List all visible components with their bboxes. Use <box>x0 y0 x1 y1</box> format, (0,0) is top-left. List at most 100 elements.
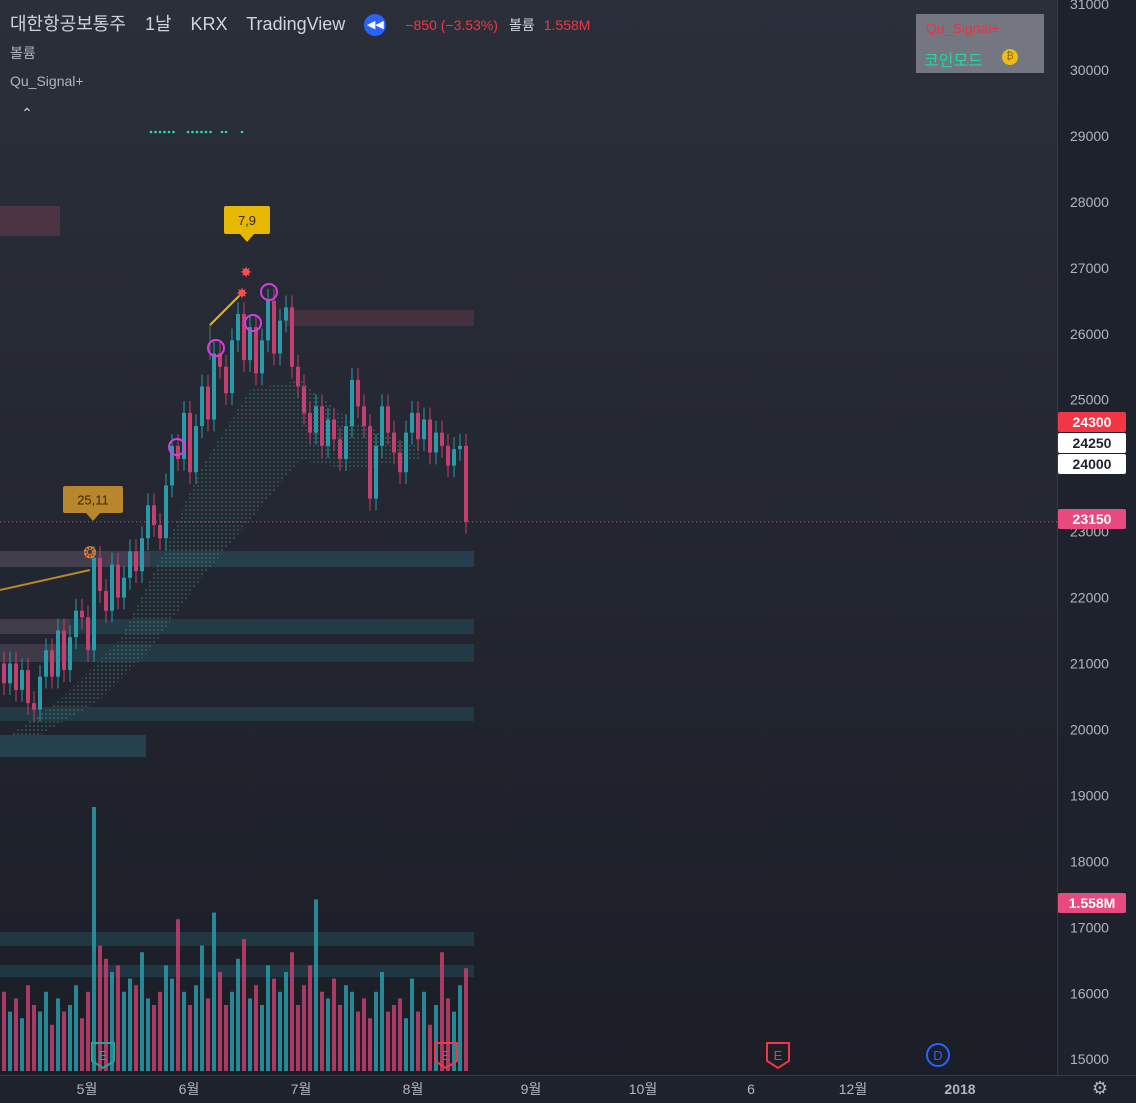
signal-line <box>209 291 244 326</box>
time-tick-label: 6 <box>747 1081 755 1097</box>
candle-body <box>134 551 138 572</box>
volume-bar <box>248 998 252 1071</box>
signal-badge-pointer <box>86 513 100 521</box>
time-tick-label: 12월 <box>839 1081 867 1097</box>
candle-body <box>50 650 54 677</box>
candle-body <box>8 663 12 684</box>
volume-bar <box>242 939 246 1071</box>
volume-bar <box>434 1005 438 1071</box>
sr-zone <box>0 551 150 567</box>
volume-bar <box>458 985 462 1071</box>
volume-bar <box>236 958 240 1071</box>
candle-body <box>392 432 396 453</box>
volume-pane-label[interactable]: 볼륨 <box>10 45 36 61</box>
signal-badge-label: 7,9 <box>238 213 256 228</box>
candle-body <box>446 445 450 466</box>
volume-bar <box>380 972 384 1071</box>
volume-bar <box>170 978 174 1071</box>
time-tick-label: 6월 <box>179 1081 200 1097</box>
candle-body <box>68 637 72 671</box>
signal-dot <box>154 130 157 134</box>
candle-body <box>128 551 132 578</box>
candle-body <box>188 412 192 473</box>
price-tick-label: 21000 <box>1070 656 1109 672</box>
interval-label[interactable]: 1날 <box>144 14 172 34</box>
volume-bar <box>314 899 318 1071</box>
price-tick-label: 17000 <box>1070 919 1109 935</box>
candle-body <box>230 340 234 394</box>
volume-bar <box>68 1005 72 1071</box>
indicator-pane-label[interactable]: Qu_Signal+ <box>10 73 84 89</box>
indicator-legend: Qu_Signal+ 코인모드 ₿ <box>916 14 1044 73</box>
volume-bar <box>326 998 330 1071</box>
candle-body <box>206 386 210 420</box>
candle-body <box>278 320 282 354</box>
candle-body <box>290 307 294 367</box>
candle-body <box>74 610 78 638</box>
volume-bar <box>74 985 78 1071</box>
candle-body <box>80 610 84 618</box>
price-tick-label: 19000 <box>1070 787 1109 803</box>
volume-bar <box>26 985 30 1071</box>
price-badge <box>1058 433 1126 453</box>
candle-body <box>464 445 468 522</box>
signal-dot <box>163 130 166 134</box>
candle-body <box>332 419 336 440</box>
candle-body <box>194 426 198 473</box>
price-tick-label: 31000 <box>1070 0 1109 12</box>
candle-body <box>200 386 204 427</box>
volume-bar <box>188 1005 192 1071</box>
volume-bar <box>98 945 102 1071</box>
price-tick-label: 26000 <box>1070 326 1109 342</box>
candle-body <box>356 379 360 407</box>
price-badge-label: 1.558M <box>1069 895 1116 911</box>
volume-bar <box>230 991 234 1071</box>
gear-icon[interactable]: ⚙ <box>1091 1078 1109 1098</box>
coin-icon: ₿ <box>1002 49 1018 65</box>
legend-title: Qu_Signal+ <box>926 20 1000 36</box>
rewind-icon[interactable]: ◀◀ <box>364 14 387 36</box>
medal-icon: ❂ <box>83 545 96 562</box>
volume-bar <box>260 1005 264 1071</box>
candle-body <box>62 630 66 671</box>
volume-bar <box>2 991 6 1071</box>
volume-bar <box>254 985 258 1071</box>
candle-body <box>182 412 186 460</box>
candle-body <box>320 406 324 446</box>
price-tick-label: 18000 <box>1070 853 1109 869</box>
event-marker-label: E <box>442 1048 451 1063</box>
volume-bar <box>194 985 198 1071</box>
volume-bar <box>452 1011 456 1071</box>
candle-body <box>110 564 114 611</box>
volume-bar <box>332 978 336 1071</box>
collapse-button[interactable]: ⌃ <box>10 100 44 124</box>
symbol-name[interactable]: 대한항공보통주 <box>10 14 126 34</box>
time-tick-label: 2018 <box>944 1081 975 1097</box>
candle-body <box>434 432 438 453</box>
candle-body <box>338 439 342 460</box>
candle-body <box>218 353 222 367</box>
volume-bar <box>146 998 150 1071</box>
price-badge-label: 24250 <box>1073 435 1112 451</box>
candle-body <box>452 449 456 466</box>
volume-bar <box>158 991 162 1071</box>
candle-body <box>296 366 300 387</box>
candle-body <box>248 327 252 361</box>
candle-body <box>254 327 258 374</box>
sr-zone <box>0 735 146 757</box>
volume-bar <box>296 1005 300 1071</box>
candle-body <box>308 412 312 433</box>
volume-bar <box>164 965 168 1071</box>
volume-bar <box>392 1005 396 1071</box>
candle-body <box>362 406 366 427</box>
signal-dot <box>204 130 208 134</box>
candle-body <box>44 650 48 677</box>
signal-badge-label: 25,11 <box>77 493 109 508</box>
signal-badge <box>224 206 270 234</box>
candle-body <box>422 419 426 440</box>
candle-body <box>398 452 402 473</box>
candle-body <box>386 406 390 433</box>
candle-body <box>176 445 180 460</box>
